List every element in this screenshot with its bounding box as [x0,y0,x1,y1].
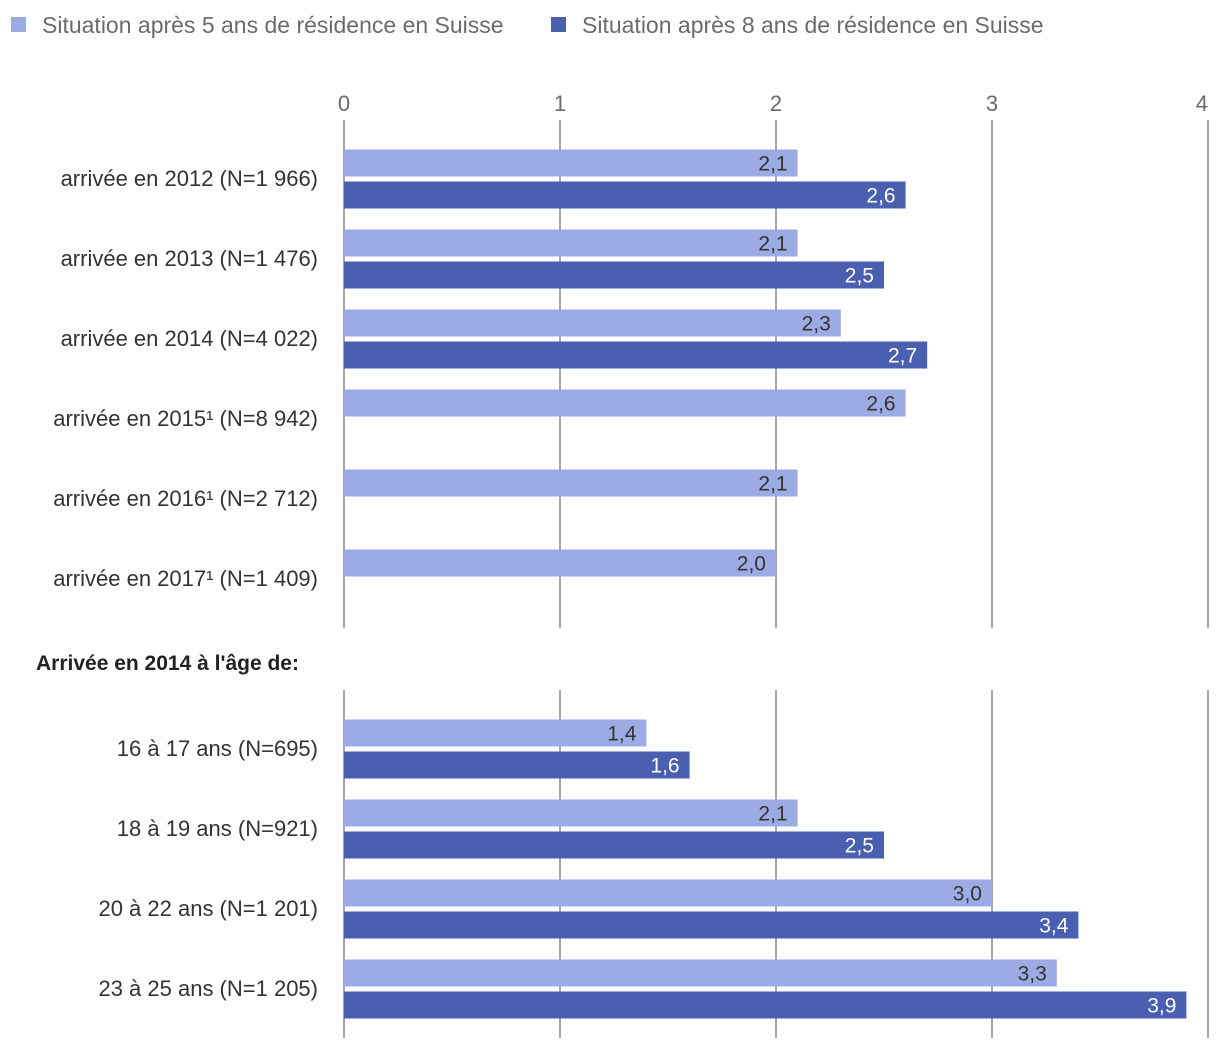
data-label: 1,6 [650,755,679,778]
data-label: 2,5 [845,835,874,858]
data-label: 2,6 [866,393,895,416]
x-tick-label: 3 [986,91,998,116]
x-axis-ticks: 0 1 2 3 4 [338,91,1208,116]
category-label: 20 à 22 ans (N=1 201) [98,896,318,921]
bar-series-2 [344,991,1187,1019]
bar-series-2 [344,261,884,289]
data-label: 2,0 [737,553,766,576]
legend-swatch-series-1 [11,17,26,32]
data-label: 3,9 [1147,995,1176,1018]
data-label: 2,3 [802,313,831,336]
legend-label-series-1: Situation après 5 ans de résidence en Su… [42,12,504,38]
bar-series-1 [344,309,841,337]
bar-series-1 [344,879,992,907]
data-label: 2,1 [758,233,787,256]
bar-series-1 [344,719,647,747]
x-tick-label: 1 [554,91,566,116]
x-tick-label: 2 [770,91,782,116]
category-label: arrivée en 2017¹ (N=1 409) [53,566,318,591]
section-title-age: Arrivée en 2014 à l'âge de: [36,652,299,675]
data-label: 2,1 [758,803,787,826]
bars: 2,1 2,6 2,1 2,5 2,3 2,7 2,6 2,1 2,0 1,4 1,6 2,1 2,5 3… [344,149,1187,1019]
data-label: 2,7 [888,345,917,368]
category-label: 18 à 19 ans (N=921) [117,816,318,841]
category-label: arrivée en 2013 (N=1 476) [61,246,318,271]
category-label: arrivée en 2012 (N=1 966) [61,166,318,191]
x-tick-label: 4 [1196,91,1208,116]
data-label: 3,0 [953,883,982,906]
bar-series-1 [344,149,798,177]
legend-label-series-2: Situation après 8 ans de résidence en Su… [582,12,1044,38]
bar-series-1 [344,799,798,827]
bar-series-2 [344,911,1079,939]
data-label: 2,6 [866,185,895,208]
legend: Situation après 5 ans de résidence en Su… [11,12,1044,38]
x-tick-label: 0 [338,91,350,116]
category-label: arrivée en 2016¹ (N=2 712) [53,486,318,511]
bar-series-1 [344,469,798,497]
bar-series-1 [344,549,776,577]
category-label: 16 à 17 ans (N=695) [117,736,318,761]
data-label: 1,4 [607,723,637,746]
bar-series-2 [344,181,906,209]
data-label: 3,3 [1018,963,1047,986]
bar-series-1 [344,959,1057,987]
bar-series-2 [344,341,928,369]
category-labels: arrivée en 2012 (N=1 966) arrivée en 2013… [53,166,318,1001]
category-label: arrivée en 2014 (N=4 022) [61,326,318,351]
legend-swatch-series-2 [551,17,566,32]
data-label: 2,1 [758,153,787,176]
bar-series-2 [344,831,884,859]
category-label: 23 à 25 ans (N=1 205) [98,976,318,1001]
bar-series-1 [344,229,798,257]
data-label: 2,1 [758,473,787,496]
data-label: 2,5 [845,265,874,288]
category-label: arrivée en 2015¹ (N=8 942) [53,406,318,431]
data-label: 3,4 [1039,915,1069,938]
bar-series-2 [344,751,690,779]
bar-series-1 [344,389,906,417]
